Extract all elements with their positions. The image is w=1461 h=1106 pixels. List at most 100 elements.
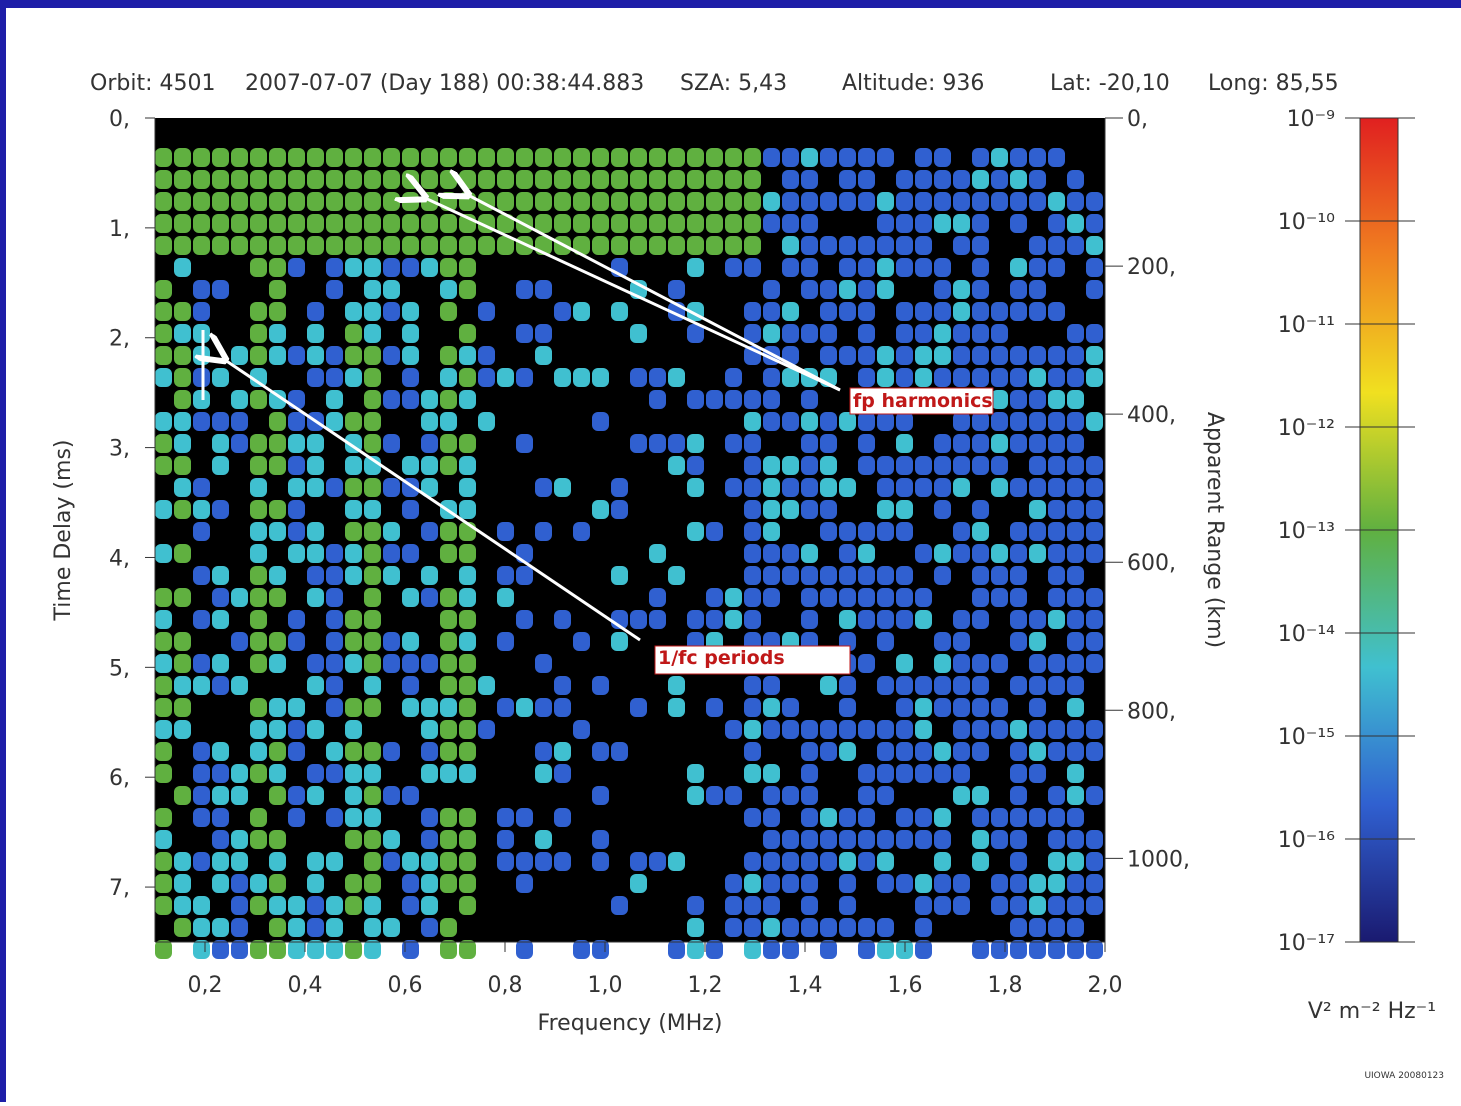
spectrogram-cell <box>402 346 419 365</box>
spectrogram-cell <box>630 236 647 255</box>
spectrogram-cell <box>706 192 723 211</box>
spectrogram-cell <box>1010 434 1027 453</box>
spectrogram-cell <box>193 280 210 299</box>
spectrogram-cell <box>915 170 932 189</box>
spectrogram-cell <box>307 302 324 321</box>
spectrogram-cell <box>1048 588 1065 607</box>
spectrogram-cell <box>1067 170 1084 189</box>
spectrogram-cell <box>1048 852 1065 871</box>
spectrogram-cell <box>402 676 419 695</box>
spectrogram-cell <box>1048 896 1065 915</box>
spectrogram-cell <box>1029 676 1046 695</box>
spectrogram-cell <box>155 632 172 651</box>
spectrogram-cell <box>1010 610 1027 629</box>
spectrogram-cell <box>801 830 818 849</box>
spectrogram-cell <box>649 434 666 453</box>
spectrogram-cell <box>174 720 191 739</box>
spectrogram-cell <box>858 918 875 937</box>
spectrogram-cell <box>212 412 229 431</box>
spectrogram-cell <box>212 874 229 893</box>
spectrogram-cell <box>155 588 172 607</box>
spectrogram-cell <box>972 742 989 761</box>
spectrogram-cell <box>858 654 875 673</box>
spectrogram-cell <box>915 896 932 915</box>
spectrogram-cell <box>763 390 780 409</box>
spectrogram-cell <box>326 214 343 233</box>
spectrogram-cell <box>877 764 894 783</box>
spectrogram-cell <box>326 896 343 915</box>
spectrogram-cell <box>269 566 286 585</box>
x-tick-label: 0,2 <box>188 973 223 998</box>
spectrogram-cell <box>953 654 970 673</box>
spectrogram-cell <box>345 214 362 233</box>
spectrogram-cell <box>402 236 419 255</box>
header-item: Lat: -20,10 <box>1050 71 1170 96</box>
spectrogram-cell <box>630 874 647 893</box>
spectrogram-cell <box>1067 192 1084 211</box>
spectrogram-cell <box>478 676 495 695</box>
spectrogram-cell <box>763 368 780 387</box>
spectrogram-cell <box>858 236 875 255</box>
spectrogram-cell <box>1086 368 1103 387</box>
spectrogram-cell <box>421 434 438 453</box>
spectrogram-cell <box>820 676 837 695</box>
spectrogram-cell <box>155 676 172 695</box>
spectrogram-cell <box>174 478 191 497</box>
spectrogram-cell <box>877 610 894 629</box>
spectrogram-cell <box>269 874 286 893</box>
spectrogram-cell <box>440 588 457 607</box>
spectrogram-cell <box>725 434 742 453</box>
spectrogram-cell <box>421 214 438 233</box>
spectrogram-cell <box>269 720 286 739</box>
spectrogram-cell <box>155 324 172 343</box>
spectrogram-cell <box>193 522 210 541</box>
spectrogram-cell <box>763 412 780 431</box>
spectrogram-cell <box>1086 236 1103 255</box>
annotation: 1/fc periods <box>658 647 785 669</box>
spectrogram-cell <box>649 368 666 387</box>
spectrogram-cell <box>915 324 932 343</box>
spectrogram-cell <box>269 346 286 365</box>
spectrogram-cell <box>364 918 381 937</box>
spectrogram-cell <box>934 830 951 849</box>
spectrogram-cell <box>915 764 932 783</box>
spectrogram-cell <box>839 478 856 497</box>
spectrogram-cell <box>155 192 172 211</box>
spectrogram-cell <box>1010 940 1027 959</box>
spectrogram-cell <box>1048 456 1065 475</box>
spectrogram-cell <box>649 588 666 607</box>
spectrogram-cell <box>687 434 704 453</box>
spectrogram-cell <box>155 500 172 519</box>
spectrogram-cell <box>915 940 932 959</box>
spectrogram-cell <box>896 830 913 849</box>
spectrogram-cell <box>535 478 552 497</box>
x-axis-label: Frequency (MHz) <box>538 1011 723 1036</box>
spectrogram-cell <box>782 148 799 167</box>
spectrogram-cell <box>459 742 476 761</box>
spectrogram-cell <box>250 698 267 717</box>
spectrogram-cell <box>174 236 191 255</box>
spectrogram-cell <box>706 588 723 607</box>
spectrogram-cell <box>459 544 476 563</box>
spectrogram-cell <box>288 390 305 409</box>
spectrogram-cell <box>934 852 951 871</box>
spectrogram-cell <box>649 236 666 255</box>
spectrogram-cell <box>896 676 913 695</box>
spectrogram-cell <box>554 808 571 827</box>
spectrogram-cell <box>288 632 305 651</box>
spectrogram-cell <box>1048 214 1065 233</box>
spectrogram-cell <box>250 324 267 343</box>
spectrogram-cell <box>326 632 343 651</box>
spectrogram-cell <box>1048 830 1065 849</box>
spectrogram-cell <box>288 148 305 167</box>
spectrogram-cell <box>212 786 229 805</box>
spectrogram-cell <box>326 346 343 365</box>
spectrogram-cell <box>820 720 837 739</box>
spectrogram-cell <box>877 676 894 695</box>
spectrogram-cell <box>174 368 191 387</box>
spectrogram-cell <box>250 610 267 629</box>
spectrogram-cell <box>592 852 609 871</box>
spectrogram-cell <box>1048 786 1065 805</box>
spectrogram-cell <box>307 918 324 937</box>
spectrogram-cell <box>364 236 381 255</box>
